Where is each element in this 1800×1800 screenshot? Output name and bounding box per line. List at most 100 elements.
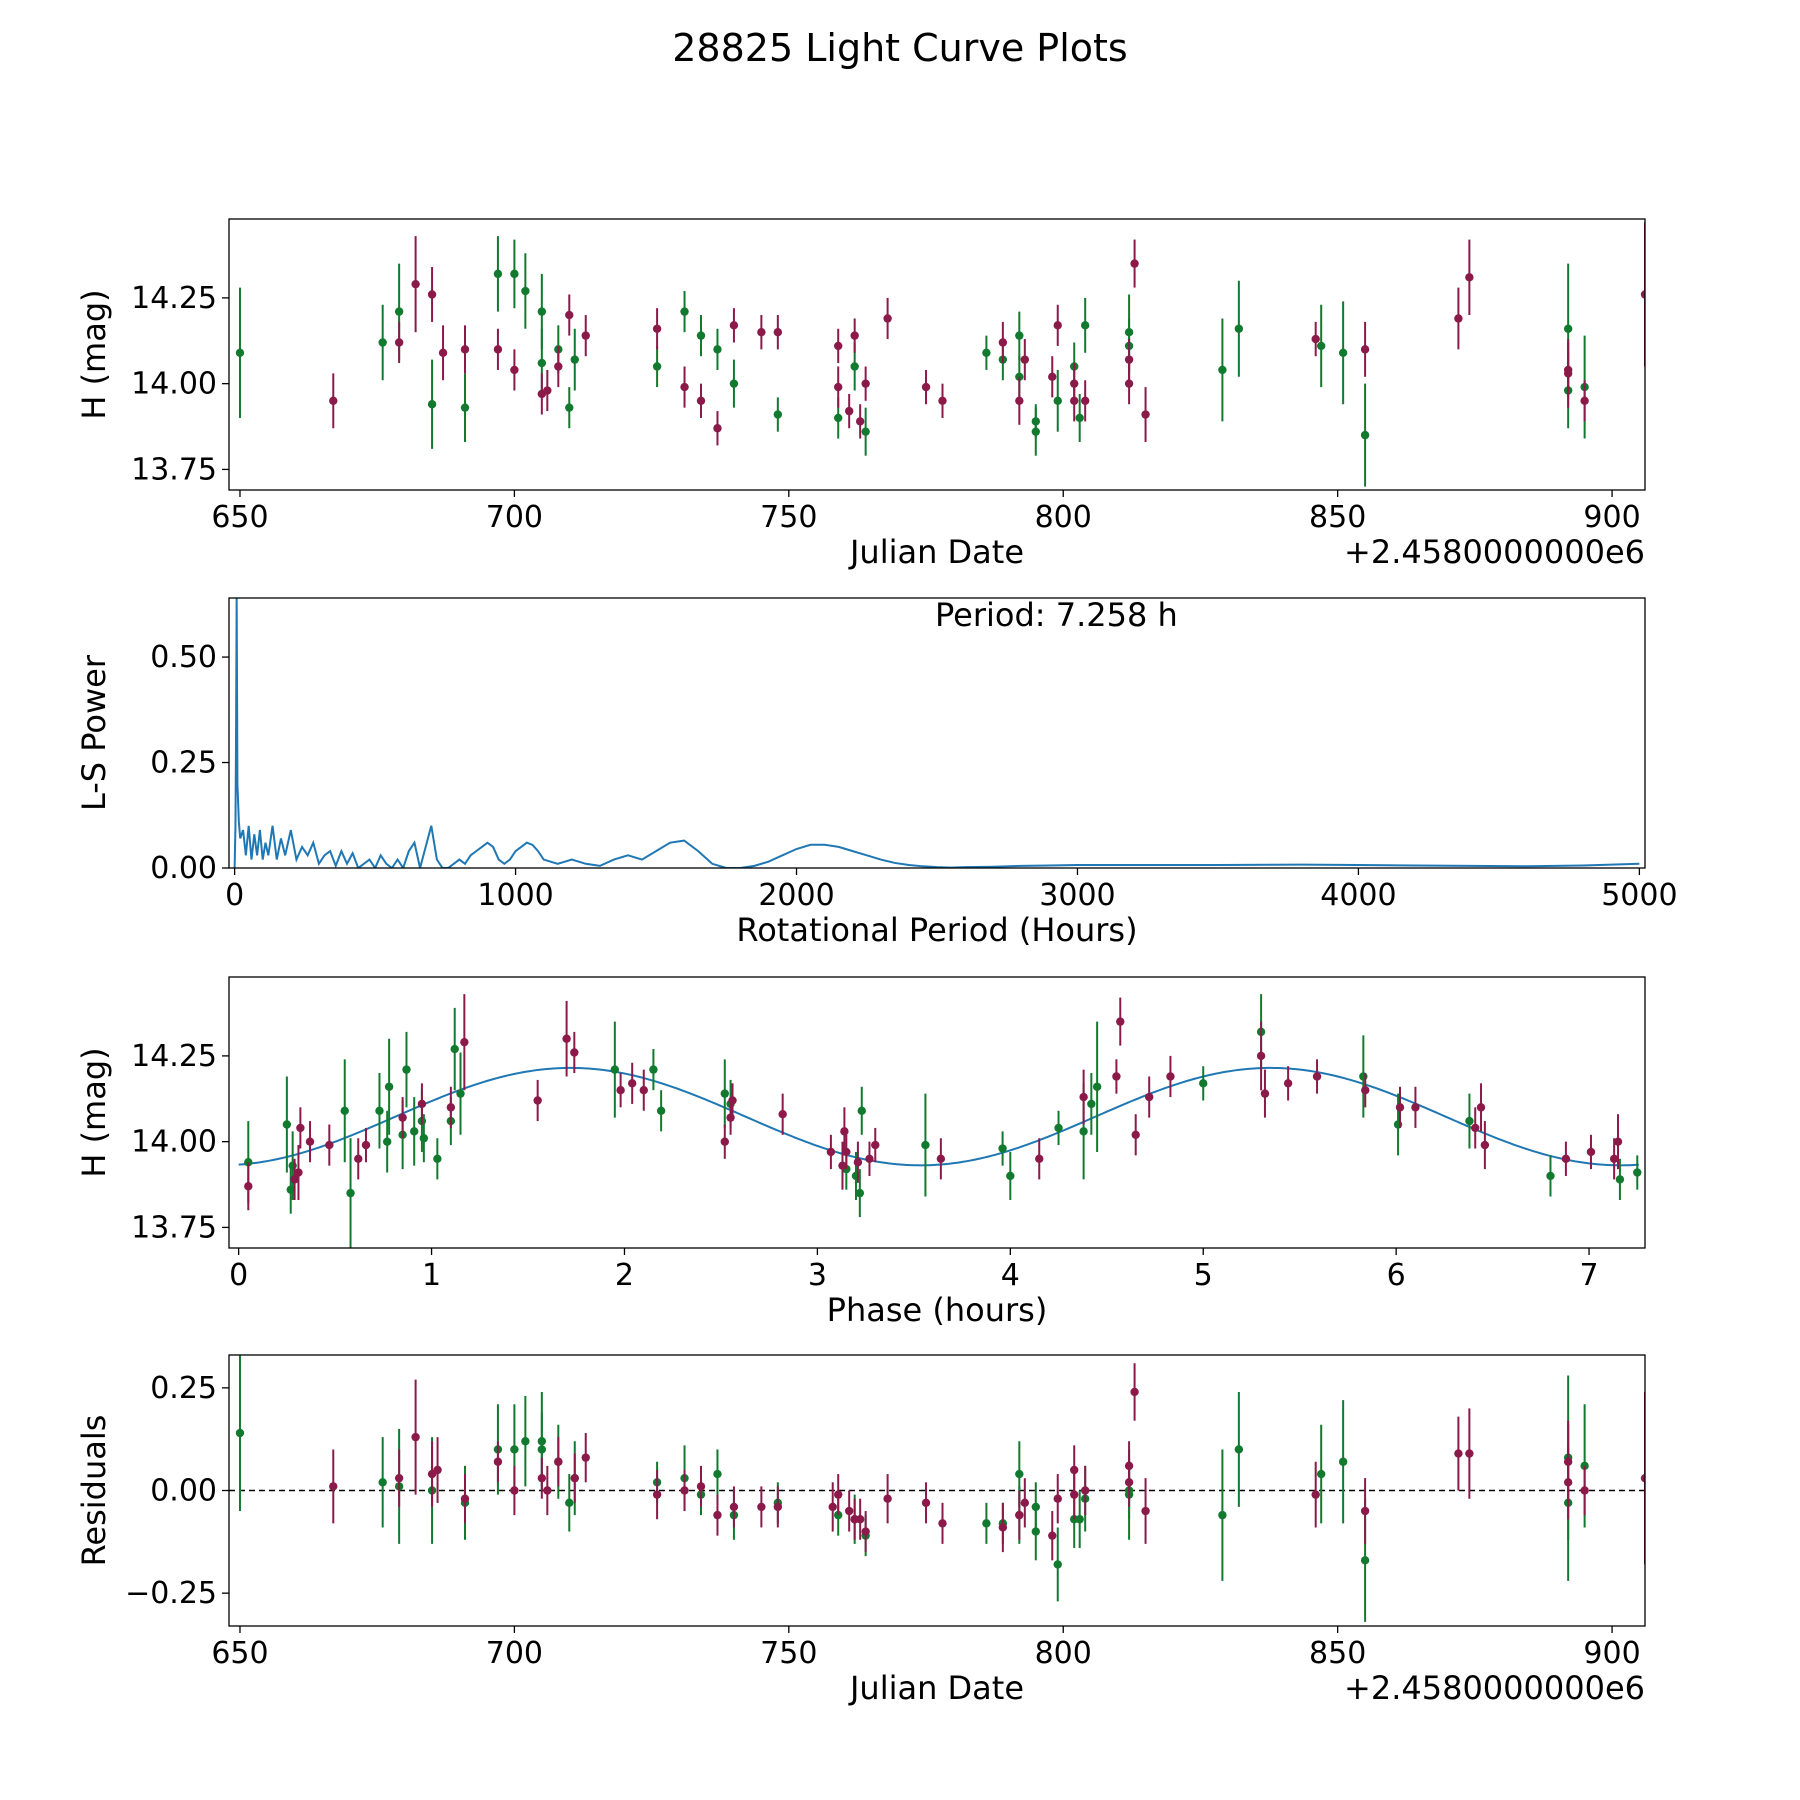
green-data-point [450, 1044, 459, 1054]
x-tick-label: 5000 [1601, 878, 1677, 913]
figure-title: 28825 Light Curve Plots [672, 26, 1128, 70]
green-data-point [1360, 1556, 1370, 1565]
maroon-data-point [1070, 1490, 1079, 1499]
y-tick-label: 14.00 [131, 367, 217, 402]
maroon-data-point [394, 1473, 404, 1483]
green-data-point [1615, 1175, 1625, 1184]
maroon-data-point [1260, 1089, 1270, 1098]
lightcurve-panel: 650 700 750 800 850 900 13.75 14.00 14.25 Julian … [75, 218, 1646, 571]
green-data-point [1092, 1082, 1102, 1091]
green-data-point [850, 362, 859, 371]
maroon-data-point [1580, 1486, 1589, 1495]
maroon-data-point [938, 1519, 947, 1528]
maroon-data-point [361, 1140, 371, 1150]
maroon-data-point [757, 1502, 766, 1512]
green-data-point [1015, 372, 1024, 381]
green-data-point [378, 338, 387, 347]
maroon-data-point [581, 331, 590, 340]
maroon-data-point [850, 331, 859, 340]
maroon-data-point [773, 328, 783, 337]
maroon-data-point [543, 1486, 552, 1495]
maroon-data-point [325, 1140, 334, 1150]
maroon-data-point [652, 324, 662, 333]
maroon-data-point [438, 348, 448, 357]
green-data-point [1393, 1120, 1403, 1129]
green-data-point [982, 1519, 991, 1528]
maroon-data-point [543, 386, 552, 395]
maroon-data-point [1131, 1130, 1140, 1139]
green-data-point [1006, 1171, 1015, 1181]
maroon-data-point [394, 338, 404, 347]
maroon-data-point [1256, 1051, 1266, 1061]
green-data-point [773, 410, 783, 419]
green-data-point [1053, 396, 1062, 406]
maroon-data-point [570, 1048, 579, 1057]
maroon-data-point [296, 1123, 305, 1133]
maroon-data-point [427, 290, 437, 299]
maroon-data-point [1048, 372, 1057, 381]
maroon-data-point [1116, 1017, 1125, 1026]
x-tick-label: 0 [229, 1258, 248, 1293]
x-tick-label: 850 [1309, 1636, 1366, 1671]
x-tick-label: 2000 [758, 878, 834, 913]
maroon-data-point [1080, 396, 1090, 406]
y-tick-label: 13.75 [131, 1210, 217, 1245]
y-tick-label: 0.25 [150, 746, 217, 781]
green-data-point [537, 1445, 547, 1454]
maroon-data-point [1079, 1092, 1088, 1102]
x-tick-label: 1000 [477, 878, 553, 913]
green-data-point [1031, 1502, 1040, 1512]
green-data-point [537, 307, 547, 316]
maroon-data-point [1471, 1123, 1480, 1133]
x-tick-label: 700 [486, 500, 543, 535]
maroon-data-point [773, 1502, 783, 1512]
maroon-data-point [680, 1486, 689, 1495]
green-data-point [235, 1428, 245, 1438]
maroon-data-point [554, 1457, 563, 1466]
maroon-data-point [1124, 1478, 1134, 1487]
residuals-panel: 650 700 750 800 850 900 −0.25 0.00 0.25 Julian Da… [75, 1354, 1646, 1707]
maroon-data-point [855, 417, 865, 426]
maroon-data-point [1166, 1072, 1175, 1081]
x-tick-label: 6 [1387, 1258, 1406, 1293]
maroon-data-point [627, 1079, 637, 1088]
green-data-point [998, 1144, 1007, 1153]
green-data-point [409, 1127, 419, 1136]
maroon-data-point [1586, 1147, 1596, 1157]
green-data-point [282, 1120, 292, 1129]
maroon-data-point [1145, 1092, 1154, 1102]
residuals-marks [229, 1355, 1645, 1622]
green-data-point [921, 1140, 930, 1150]
x-tick-label: 5 [1194, 1258, 1213, 1293]
y-tick-label: 0.50 [150, 640, 217, 675]
y-tick-label: 0.00 [150, 851, 217, 886]
green-data-point [1465, 1116, 1474, 1126]
maroon-data-point [510, 365, 519, 375]
x-offset-text: +2.4580000000e6 [1344, 1669, 1645, 1707]
maroon-data-point [883, 314, 892, 323]
maroon-data-point [1141, 1506, 1150, 1516]
y-tick-label: 14.25 [131, 281, 217, 316]
green-data-point [855, 1188, 865, 1198]
y-axis-label: H (mag) [75, 1047, 113, 1177]
maroon-data-point [834, 1490, 843, 1499]
phase-marks [238, 994, 1642, 1248]
green-data-point [1053, 1560, 1062, 1569]
maroon-data-point [1580, 396, 1589, 406]
x-tick-label: 3000 [1039, 878, 1115, 913]
periodogram-axes-frame [228, 597, 1646, 869]
green-data-point [1015, 1469, 1024, 1479]
green-data-point [433, 1154, 442, 1164]
maroon-data-point [460, 1037, 469, 1047]
maroon-data-point [865, 1154, 874, 1164]
maroon-data-point [855, 1515, 865, 1524]
green-data-point [1087, 1099, 1096, 1109]
periodogram-marks [233, 598, 1640, 868]
green-data-point [729, 379, 739, 388]
ls-power-line [233, 598, 1640, 868]
x-axis-label: Phase (hours) [827, 1291, 1048, 1329]
x-tick-label: 850 [1309, 500, 1366, 535]
maroon-data-point [1360, 345, 1370, 354]
maroon-data-point [1124, 379, 1134, 388]
